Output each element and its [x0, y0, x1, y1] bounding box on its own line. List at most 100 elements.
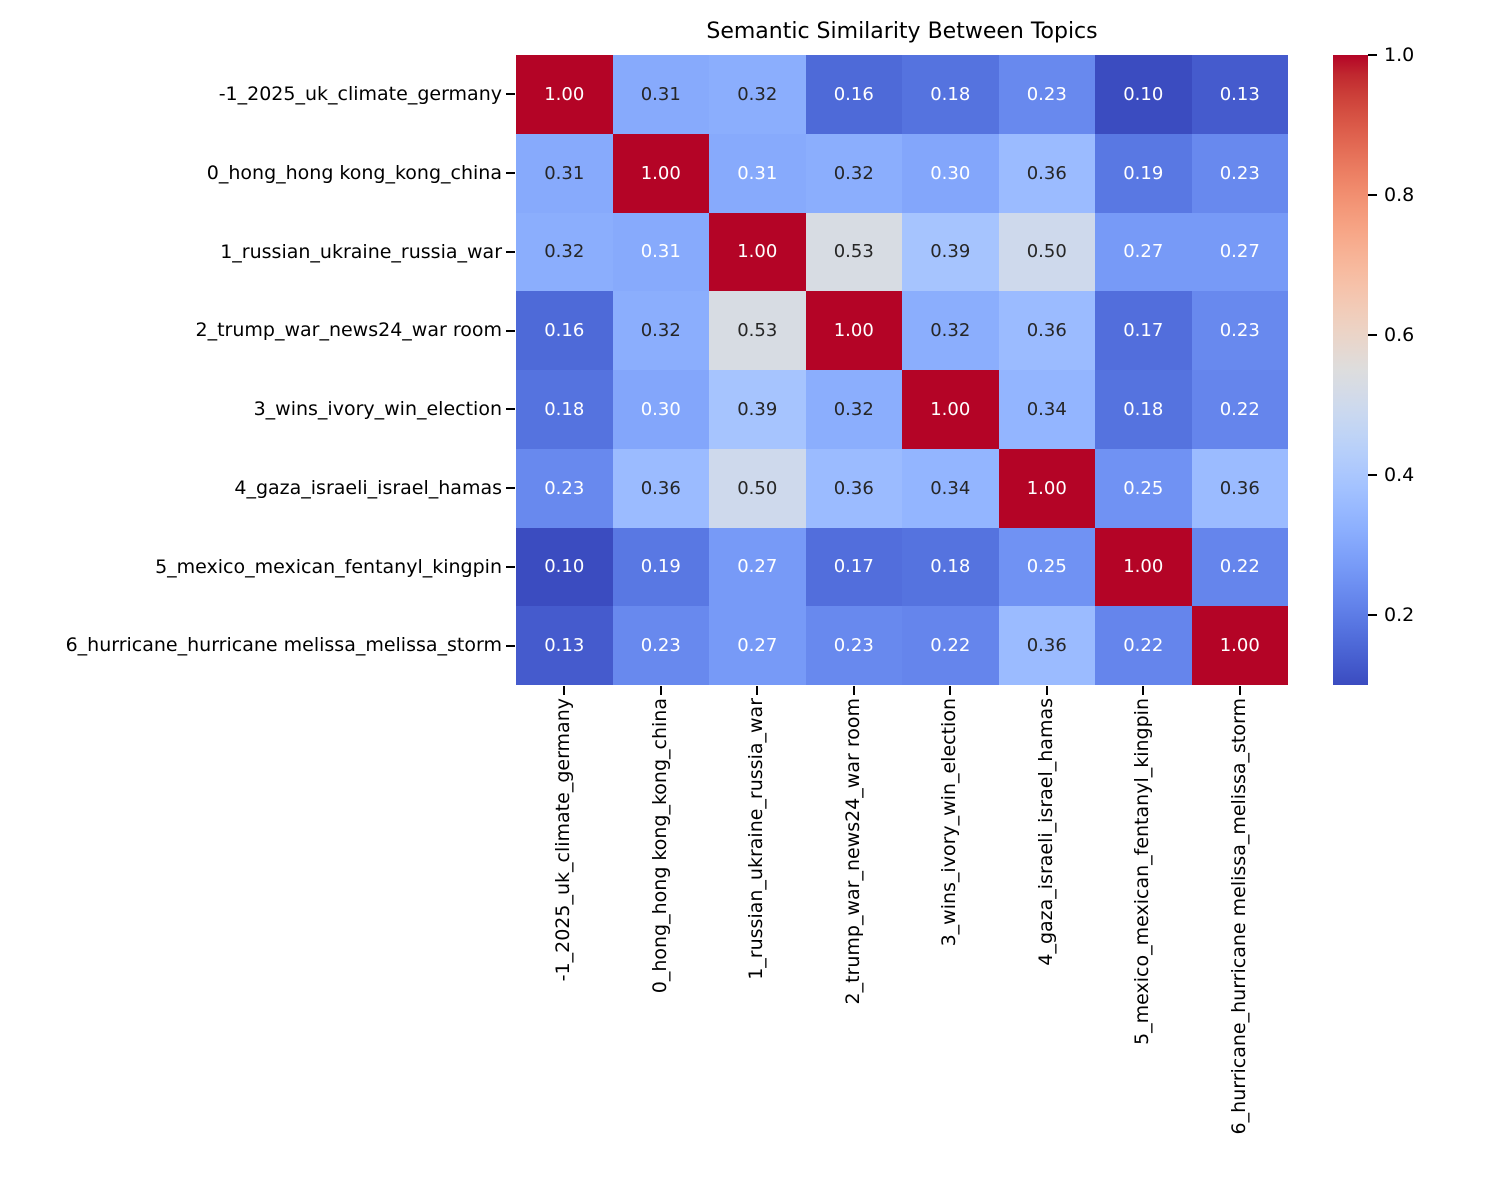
x-tick-column: 5_mexico_mexican_fentanyl_kingpin	[1095, 698, 1192, 1198]
heatmap-cell: 0.23	[1191, 133, 1288, 213]
heatmap-cell: 0.17	[1095, 291, 1192, 370]
cell-value: 0.23	[640, 635, 681, 657]
cell-value: 0.16	[833, 83, 874, 105]
heatmap-cell: 0.36	[1191, 448, 1288, 528]
y-tick-label: 4_gaza_israeli_israel_hamas	[234, 476, 502, 499]
heatmap-cell: 0.18	[516, 370, 613, 449]
heatmap-cell: 0.31	[516, 133, 613, 213]
heatmap-cell: 0.32	[516, 212, 613, 292]
heatmap-cell: 0.36	[998, 133, 1095, 213]
cell-value: 0.23	[833, 635, 874, 657]
heatmap-cell: 0.50	[998, 212, 1095, 292]
heatmap-cell: 0.25	[998, 527, 1095, 607]
x-tick-mark	[1238, 686, 1241, 695]
x-tick-label: 1_russian_ukraine_russia_war	[745, 698, 768, 980]
heatmap-cell: 0.36	[998, 606, 1095, 685]
heatmap-cell: 0.13	[516, 606, 613, 685]
heatmap-cell: 0.18	[902, 527, 999, 607]
heatmap-cell: 0.23	[516, 448, 613, 528]
heatmap-cell: 0.10	[516, 527, 613, 607]
heatmap-cell: 0.36	[998, 291, 1095, 370]
cell-value: 0.36	[1219, 477, 1260, 499]
cell-value: 0.27	[737, 556, 778, 578]
heatmap-cell: 1.00	[1095, 527, 1192, 607]
cell-value: 0.19	[640, 556, 681, 578]
y-tick-label: 3_wins_ivory_win_election	[253, 398, 502, 420]
y-tick-label: 6_hurricane_hurricane melissa_melissa_st…	[65, 634, 502, 657]
chart-title: Semantic Similarity Between Topics	[706, 19, 1098, 44]
x-tick-mark	[1142, 686, 1145, 695]
y-tick-label: 1_russian_ukraine_russia_war	[220, 240, 502, 263]
cell-value: 0.36	[1026, 320, 1067, 342]
heatmap-cell: 0.23	[612, 606, 709, 685]
y-tick-label: 0_hong_hong kong_kong_china	[206, 161, 502, 184]
cell-value: 1.00	[640, 162, 681, 184]
cell-value: 0.23	[1026, 83, 1067, 105]
heatmap-cell: 0.34	[902, 448, 999, 528]
heatmap-cell: 0.16	[516, 291, 613, 370]
x-tick-label: 3_wins_ivory_win_election	[938, 698, 961, 947]
y-tick-mark	[506, 172, 515, 175]
y-tick-mark	[506, 329, 515, 332]
cell-value: 0.36	[640, 477, 681, 499]
heatmap-cell: 0.32	[805, 370, 902, 449]
x-tick-column: 6_hurricane_hurricane melissa_melissa_st…	[1192, 698, 1289, 1198]
cell-value: 0.32	[737, 83, 778, 105]
cell-value: 0.32	[544, 241, 585, 263]
cell-value: 0.31	[544, 162, 585, 184]
colorbar-tick-label: 1.0	[1384, 44, 1415, 66]
heatmap-cell: 0.22	[1191, 527, 1288, 607]
cell-value: 0.30	[640, 398, 681, 420]
cell-value: 0.31	[640, 241, 681, 263]
heatmap-cell: 0.39	[902, 212, 999, 292]
x-tick-label: 6_hurricane_hurricane melissa_melissa_st…	[1227, 698, 1250, 1135]
heatmap-cell: 0.10	[1095, 55, 1192, 134]
heatmap-cell: 0.39	[709, 370, 806, 449]
cell-value: 0.22	[1219, 556, 1260, 578]
heatmap-cell: 0.32	[709, 55, 806, 134]
cell-value: 1.00	[833, 320, 874, 342]
x-tick-mark	[756, 686, 759, 695]
heatmap-cell: 0.27	[1095, 212, 1192, 292]
colorbar	[1333, 55, 1368, 685]
x-tick-mark	[659, 686, 662, 695]
x-tick-label: 4_gaza_israeli_israel_hamas	[1034, 698, 1057, 966]
heatmap-cell: 0.27	[1191, 212, 1288, 292]
heatmap-cell: 0.22	[902, 606, 999, 685]
y-tick-mark	[506, 565, 515, 568]
cell-value: 0.34	[930, 477, 971, 499]
cell-value: 1.00	[737, 241, 778, 263]
cell-value: 0.27	[1219, 241, 1260, 263]
heatmap-grid: 1.00 0.31 0.32 0.16 0.18 0.23 0.10 0.13 0.31 1.00…	[516, 55, 1288, 685]
cell-value: 1.00	[1123, 556, 1164, 578]
cell-value: 0.10	[544, 556, 585, 578]
heatmap-cell: 0.32	[612, 291, 709, 370]
x-tick-column: 3_wins_ivory_win_election	[902, 698, 999, 1198]
cell-value: 0.17	[1123, 320, 1164, 342]
y-tick-label: 5_mexico_mexican_fentanyl_kingpin	[155, 555, 502, 578]
heatmap-cell: 0.13	[1191, 55, 1288, 134]
colorbar-tick-mark	[1368, 474, 1377, 476]
x-tick-column: 0_hong_hong kong_kong_china	[613, 698, 710, 1198]
heatmap-cell: 0.19	[612, 527, 709, 607]
heatmap-cell: 0.16	[805, 55, 902, 134]
cell-value: 0.50	[737, 477, 778, 499]
heatmap-cell: 1.00	[998, 448, 1095, 528]
y-tick-mark	[506, 250, 515, 253]
heatmap-cell: 0.50	[709, 448, 806, 528]
y-tick-mark	[506, 93, 515, 96]
cell-value: 0.30	[930, 162, 971, 184]
colorbar-tick-label: 0.4	[1384, 464, 1415, 486]
cell-value: 0.50	[1026, 241, 1067, 263]
x-tick-mark	[563, 686, 566, 695]
cell-value: 0.27	[1123, 241, 1164, 263]
heatmap-cell: 0.18	[902, 55, 999, 134]
heatmap-cell: 0.36	[805, 448, 902, 528]
cell-value: 0.27	[737, 635, 778, 657]
heatmap-cell: 0.31	[709, 133, 806, 213]
cell-value: 0.39	[737, 398, 778, 420]
x-tick-column: 4_gaza_israeli_israel_hamas	[999, 698, 1096, 1198]
colorbar-tick-mark	[1368, 334, 1377, 336]
heatmap-cell: 0.23	[998, 55, 1095, 134]
